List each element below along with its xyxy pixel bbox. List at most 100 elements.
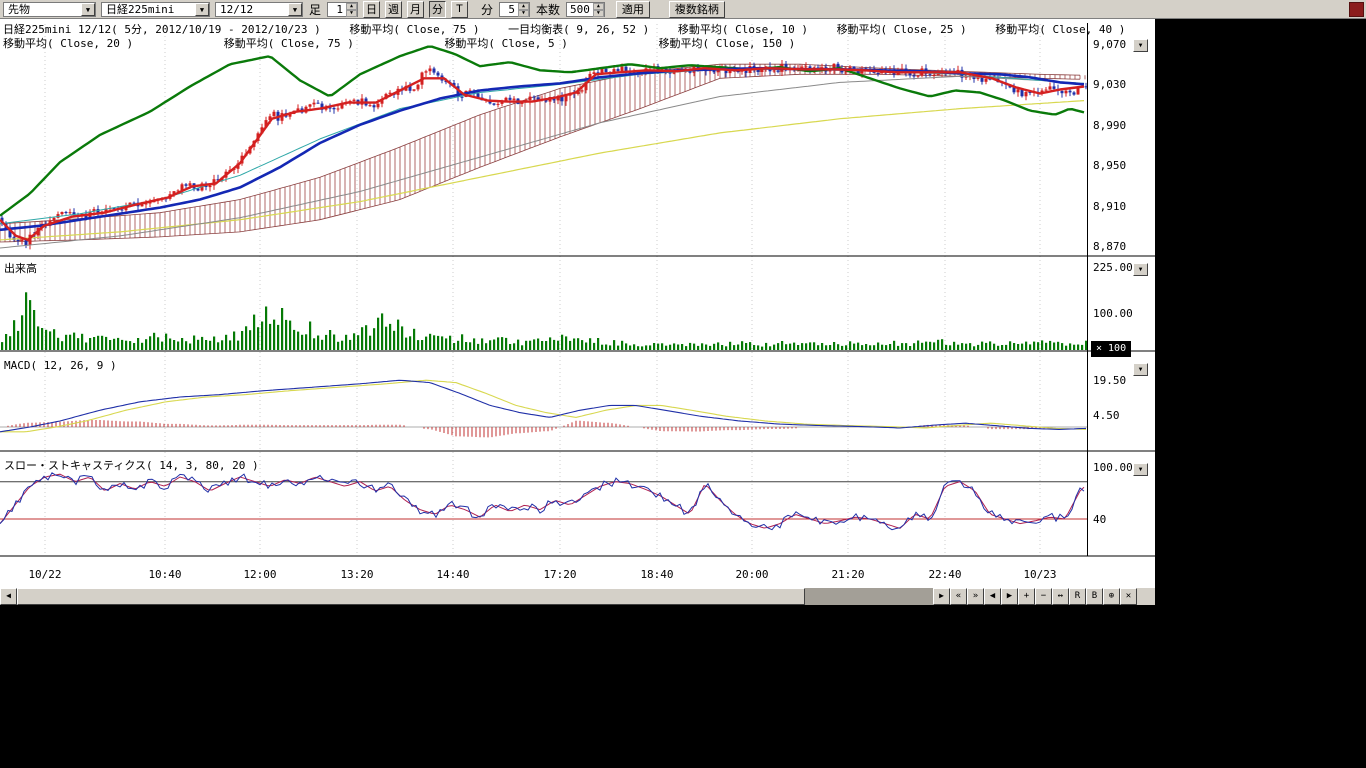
price-tick: 8,910 [1093,200,1126,213]
chevron-down-icon[interactable]: ▼ [81,3,95,16]
scroll-right-arrow-icon[interactable]: ▶ [933,588,950,605]
x-tick: 12:00 [243,568,276,581]
minute-value: 5 [500,3,518,16]
bars-count-value: 500 [567,3,593,16]
legend-item: 移動平均( Close, 40 ) [995,23,1125,36]
contract-month-select[interactable]: 12/12 ▼ [215,2,303,17]
x-tick: 10/22 [28,568,61,581]
scrollbar-track[interactable] [805,588,933,605]
scrollbar-filler [1137,588,1155,605]
step-right-button[interactable]: ▶ [1001,588,1018,605]
contract-month-value: 12/12 [216,3,288,16]
bar-type-label: 足 [309,1,321,18]
scrollbar-thumb[interactable] [17,588,805,605]
x-tick: 22:40 [928,568,961,581]
x-tick: 10/23 [1023,568,1056,581]
chart-window: 日経225mini 12/12( 5分, 2012/10/19 - 2012/1… [0,19,1155,605]
period-week-button[interactable]: 週 [385,1,402,18]
crosshair-button[interactable]: ⊕ [1103,588,1120,605]
legend-item: 移動平均( Close, 20 ) [3,37,133,50]
bar-count-stepper[interactable]: 1 ▲▼ [327,2,358,17]
price-tick: 8,870 [1093,240,1126,253]
scroll-end-button[interactable]: » [967,588,984,605]
volume-tick: 225.00 [1093,261,1133,274]
scroll-start-button[interactable]: « [950,588,967,605]
price-panel-collapse-button[interactable]: ▼ [1133,39,1148,52]
x-tick: 13:20 [340,568,373,581]
symbol-value: 日経225mini [102,1,195,17]
bar-count-value: 1 [328,3,346,16]
zoom-in-button[interactable]: + [1018,588,1035,605]
instrument-type-value: 先物 [4,1,81,17]
bars-count-label: 本数 [536,1,560,18]
gridlines [45,24,1040,556]
spinner-arrows[interactable]: ▲▼ [593,3,604,16]
legend-item: 移動平均( Close, 5 ) [444,37,567,50]
close-button[interactable]: ✕ [1120,588,1137,605]
stoch-panel-collapse-button[interactable]: ▼ [1133,463,1148,476]
volume-tick: 100.00 [1093,307,1133,320]
step-left-button[interactable]: ◀ [984,588,1001,605]
symbol-select[interactable]: 日経225mini ▼ [101,2,210,17]
period-day-button[interactable]: 日 [363,1,380,18]
stochastics-panel-title: スロー・ストキャスティクス( 14, 3, 80, 20 ) [4,457,259,473]
macd-tick: 4.50 [1093,409,1120,422]
x-tick: 20:00 [735,568,768,581]
spin-down-icon[interactable]: ▼ [593,10,604,17]
fit-width-button[interactable]: ↔ [1052,588,1069,605]
price-tick: 9,070 [1093,38,1126,51]
zoom-out-button[interactable]: − [1035,588,1052,605]
volume-panel-collapse-button[interactable]: ▼ [1133,263,1148,276]
x-tick: 18:40 [640,568,673,581]
spin-up-icon[interactable]: ▲ [518,3,529,10]
red-corner-box [1349,2,1364,17]
spin-up-icon[interactable]: ▲ [593,3,604,10]
scroll-left-arrow-icon[interactable]: ◀ [0,588,17,605]
period-month-button[interactable]: 月 [407,1,424,18]
macd-tick: 19.50 [1093,374,1126,387]
panel-borders [0,23,1155,556]
period-tick-button[interactable]: T [451,1,468,18]
spinner-arrows[interactable]: ▲▼ [346,3,357,16]
toolbar: 先物 ▼ 日経225mini ▼ 12/12 ▼ 足 1 ▲▼ 日 週 月 分 … [0,0,1366,19]
price-tick: 8,950 [1093,159,1126,172]
minute-label: 分 [481,1,493,18]
x-tick: 17:20 [543,568,576,581]
minute-stepper[interactable]: 5 ▲▼ [499,2,530,17]
r-tool-button[interactable]: R [1069,588,1086,605]
bars-count-stepper[interactable]: 500 ▲▼ [566,2,605,17]
chart-canvas [0,19,1155,588]
stoch-tick: 100.00 [1093,461,1133,474]
instrument-type-select[interactable]: 先物 ▼ [3,2,96,17]
legend-row-2: 移動平均( Close, 20 ) 移動平均( Close, 75 ) 移動平均… [3,35,879,51]
chevron-down-icon[interactable]: ▼ [288,3,302,16]
x-tick: 21:20 [831,568,864,581]
price-tick: 9,030 [1093,78,1126,91]
spin-down-icon[interactable]: ▼ [346,10,357,17]
volume-multiplier-badge: × 100 [1091,341,1131,357]
spinner-arrows[interactable]: ▲▼ [518,3,529,16]
x-tick: 10:40 [148,568,181,581]
macd-series [0,380,1087,437]
ichimoku-cloud [0,64,1085,242]
legend-item: 移動平均( Close, 150 ) [659,37,796,50]
stochastics-series [0,473,1087,530]
volume-panel-title: 出来高 [4,260,37,276]
macd-panel-title: MACD( 12, 26, 9 ) [4,359,117,372]
chevron-down-icon[interactable]: ▼ [195,3,209,16]
macd-panel-collapse-button[interactable]: ▼ [1133,363,1148,376]
spin-down-icon[interactable]: ▼ [518,10,529,17]
horizontal-scrollbar[interactable]: ◀ ▶ « » ◀ ▶ + − ↔ R B ⊕ ✕ [0,588,1155,605]
candlestick-series [1,60,1088,249]
period-minute-button[interactable]: 分 [429,1,446,18]
b-tool-button[interactable]: B [1086,588,1103,605]
apply-button[interactable]: 適用 [616,1,650,18]
spin-up-icon[interactable]: ▲ [346,3,357,10]
moving-average-lines [0,47,1084,248]
volume-bars [1,292,1087,350]
price-tick: 8,990 [1093,119,1126,132]
x-tick: 14:40 [436,568,469,581]
legend-item: 移動平均( Close, 75 ) [224,37,354,50]
stoch-tick: 40 [1093,513,1106,526]
multi-symbol-button[interactable]: 複数銘柄 [669,1,725,18]
